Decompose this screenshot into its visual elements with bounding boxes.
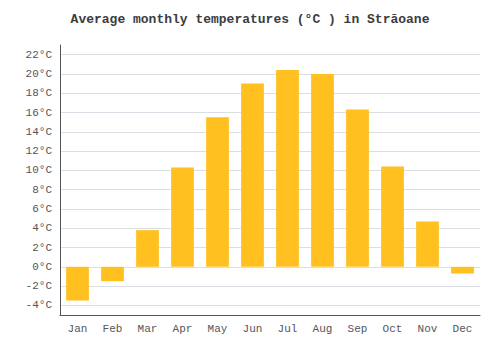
svg-text:2°C: 2°C <box>32 242 52 254</box>
svg-text:-2°C: -2°C <box>26 280 53 292</box>
svg-text:Oct: Oct <box>383 323 403 335</box>
svg-text:20°C: 20°C <box>26 68 53 80</box>
svg-text:-4°C: -4°C <box>26 299 53 311</box>
svg-text:Jan: Jan <box>68 323 88 335</box>
svg-text:May: May <box>208 323 228 335</box>
svg-text:Apr: Apr <box>173 323 193 335</box>
svg-text:18°C: 18°C <box>26 87 53 99</box>
svg-text:Sep: Sep <box>348 323 368 335</box>
svg-text:6°C: 6°C <box>32 203 52 215</box>
svg-text:Aug: Aug <box>313 323 333 335</box>
svg-text:4°C: 4°C <box>32 222 52 234</box>
svg-text:14°C: 14°C <box>26 126 53 138</box>
svg-text:16°C: 16°C <box>26 107 53 119</box>
svg-text:8°C: 8°C <box>32 184 52 196</box>
svg-text:22°C: 22°C <box>26 49 53 61</box>
svg-text:12°C: 12°C <box>26 145 53 157</box>
svg-text:Jul: Jul <box>278 323 298 335</box>
svg-text:Dec: Dec <box>453 323 473 335</box>
svg-text:Nov: Nov <box>418 323 438 335</box>
svg-text:Mar: Mar <box>138 323 158 335</box>
svg-text:Average monthly temperatures (: Average monthly temperatures (°C ) in St… <box>71 12 430 27</box>
svg-text:Feb: Feb <box>103 323 123 335</box>
svg-text:Jun: Jun <box>243 323 263 335</box>
svg-text:10°C: 10°C <box>26 164 53 176</box>
svg-text:0°C: 0°C <box>32 261 52 273</box>
